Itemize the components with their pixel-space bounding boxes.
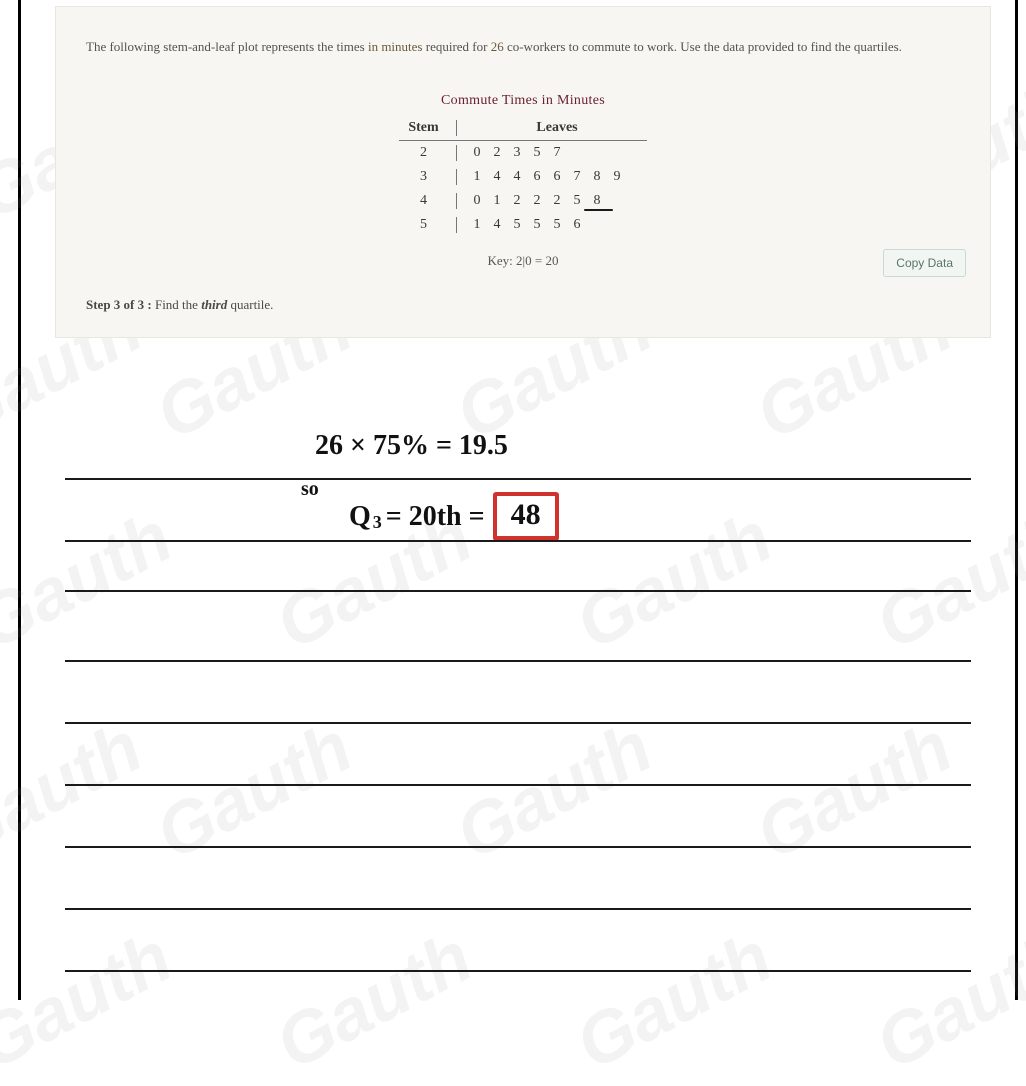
page-border-right [1015,0,1018,1000]
leaf-value: 5 [507,217,527,233]
leaf-value: 2 [507,193,527,209]
problem-box: The following stem-and-leaf plot represe… [55,6,991,338]
leaf-value: 5 [567,193,587,209]
problem-text-pre: The following stem-and-leaf plot represe… [86,39,368,54]
leaf-value: 5 [527,217,547,233]
leaf-value: 1 [467,169,487,185]
problem-text-hl1: in minutes [368,39,423,54]
leaf-value: 6 [527,169,547,185]
watermark: Gauth [863,916,1026,1086]
q-symbol: Q [349,501,371,533]
leaf-value: 6 [547,169,567,185]
work-area: 26 × 75% = 19.5 so Q3 = 20th = 48 [55,430,991,552]
ruled-line [65,722,971,724]
handwriting-line-1: 26 × 75% = 19.5 [315,430,991,462]
stemleaf-row: 202357 [399,141,647,165]
ruled-line [65,590,971,592]
stemleaf-key: Key: 2|0 = 20 [86,253,960,269]
leaf-value: 8 [587,169,607,185]
q-subscript: 3 [373,512,382,533]
step-text-a: Find the [152,297,201,312]
step-line: Step 3 of 3 : Find the third quartile. [86,297,960,313]
ruled-line [65,970,971,972]
step-third: third [201,297,227,312]
step-text-b: quartile. [227,297,273,312]
leaves-cell: 14466789 [457,169,647,185]
leaf-value: 0 [467,193,487,209]
watermark: Gauth [143,706,365,876]
leaf-value: 4 [487,169,507,185]
problem-text: The following stem-and-leaf plot represe… [86,37,960,57]
leaf-value: 0 [467,145,487,161]
copy-data-button[interactable]: Copy Data [883,249,966,277]
ruled-line [65,784,971,786]
content-area: The following stem-and-leaf plot represe… [55,0,991,338]
watermark: Gauth [743,706,965,876]
stem-cell: 3 [399,169,457,185]
stem-cell: 4 [399,193,457,209]
stem-cell: 2 [399,145,457,161]
stemleaf-row: 314466789 [399,165,647,189]
handwriting-so: so [301,478,319,501]
leaves-header: Leaves [457,120,647,136]
answer-box: 48 [493,492,559,541]
stemleaf-header: Stem Leaves [399,117,647,141]
eq-20th: = 20th = [386,501,485,533]
leaf-value: 5 [547,217,567,233]
leaf-value: 1 [467,217,487,233]
stemleaf-row: 5145556 [399,213,647,237]
leaf-value: 4 [507,169,527,185]
ruled-line [65,846,971,848]
problem-text-post: co-workers to commute to work. Use the d… [504,39,902,54]
ruled-line [65,478,971,480]
leaves-cell: 02357 [457,145,647,161]
stemleaf-title: Commute Times in Minutes [86,93,960,109]
leaf-value: 2 [487,145,507,161]
watermark: Gauth [563,916,785,1086]
leaf-value: 7 [567,169,587,185]
leaf-value: 5 [527,145,547,161]
leaf-value: 6 [567,217,587,233]
ruled-line [65,660,971,662]
leaf-value: 4 [487,217,507,233]
watermark: Gauth [0,706,155,876]
leaf-value: 2 [527,193,547,209]
leaf-value: 7 [547,145,567,161]
page-border-left [18,0,21,1000]
leaf-value: 1 [487,193,507,209]
step-prefix: Step 3 of 3 : [86,297,152,312]
leaves-cell: 0122258 [457,193,647,209]
handwriting-line-2: Q3 = 20th = 48 [349,492,559,541]
stem-header: Stem [399,120,457,136]
ruled-line [65,908,971,910]
stem-cell: 5 [399,217,457,233]
stemleaf-table: Stem Leaves 2023573144667894012225851455… [399,117,647,237]
ruled-line [65,540,971,542]
watermark: Gauth [443,706,665,876]
leaf-value: 8 [587,193,607,209]
leaf-value: 2 [547,193,567,209]
stemleaf-row: 40122258 [399,189,647,213]
problem-text-mid: required for [422,39,490,54]
watermark: Gauth [263,916,485,1086]
stemleaf-wrap: Commute Times in Minutes Stem Leaves 202… [86,93,960,269]
watermark: Gauth [0,916,185,1086]
problem-text-hl2: 26 [491,39,504,54]
leaf-value: 3 [507,145,527,161]
leaf-value: 9 [607,169,627,185]
leaves-cell: 145556 [457,217,647,233]
